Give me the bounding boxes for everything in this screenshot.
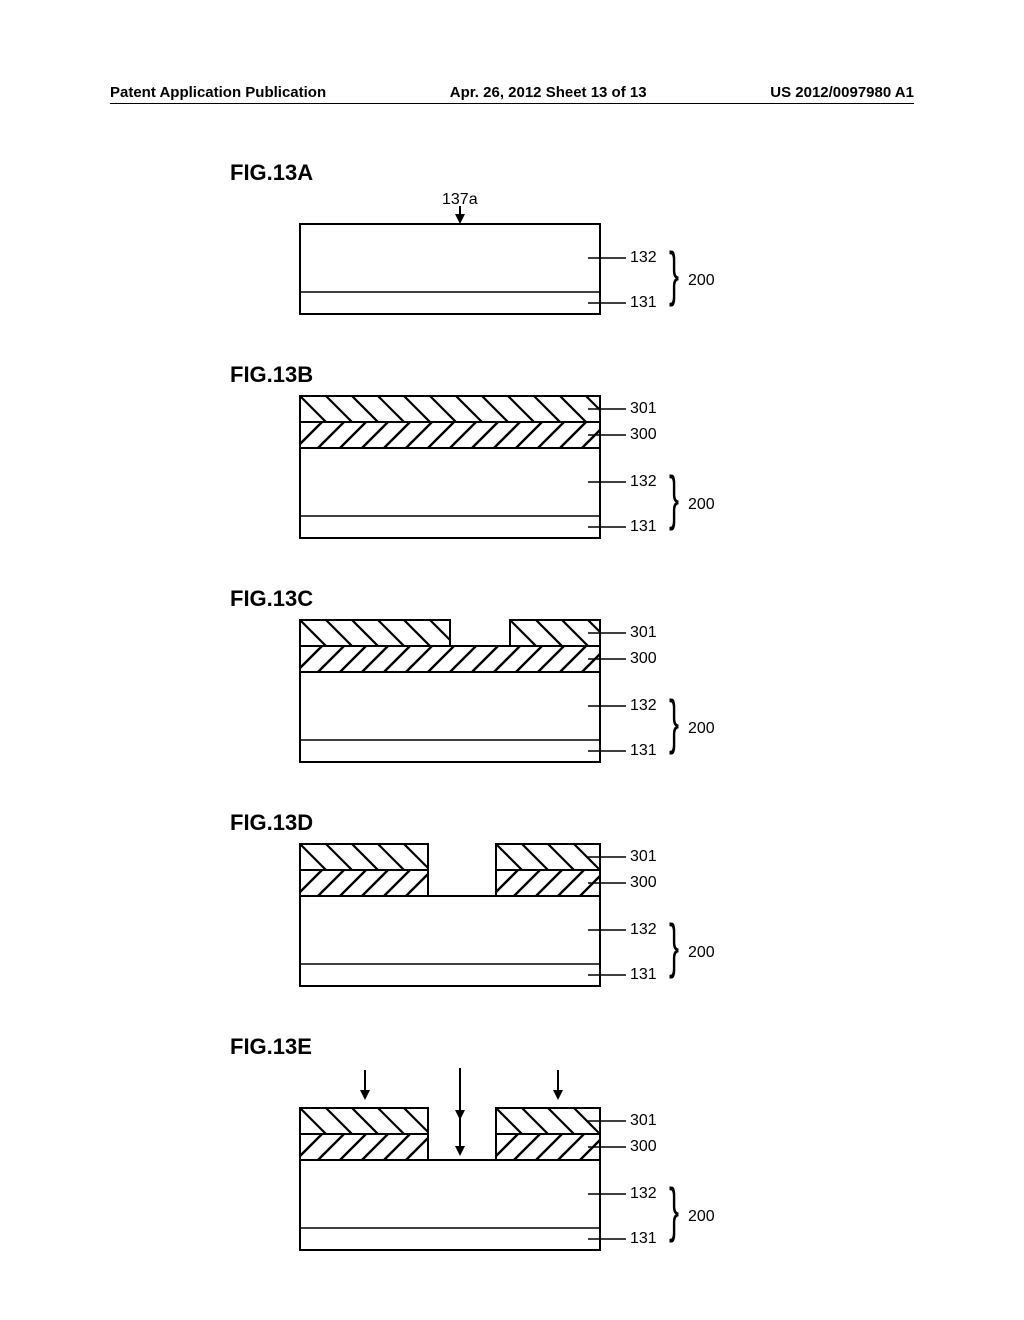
anno-l300: 300: [630, 874, 657, 892]
brace-icon: }: [669, 244, 679, 304]
anno-l131: 131: [630, 742, 657, 760]
anno-l301: 301: [630, 1112, 657, 1130]
figures-container: FIG.13A137a 132131}200FIG.13B 3013001321…: [230, 160, 790, 1298]
anno-l301: 301: [630, 848, 657, 866]
header-left: Patent Application Publication: [110, 84, 326, 101]
anno-l132: 132: [630, 1185, 657, 1203]
svg-text:137a: 137a: [442, 192, 478, 208]
anno-l131: 131: [630, 966, 657, 984]
diagram: 301300132131}200: [290, 1066, 610, 1254]
header-center: Apr. 26, 2012 Sheet 13 of 13: [450, 84, 647, 101]
fig13b: FIG.13B 301300132131}200: [230, 362, 790, 542]
anno-l200: 200: [688, 1208, 715, 1226]
anno-l300: 300: [630, 426, 657, 444]
fig13a: FIG.13A137a 132131}200: [230, 160, 790, 318]
figure-label: FIG.13B: [230, 362, 790, 388]
anno-l131: 131: [630, 1230, 657, 1248]
figure-label: FIG.13D: [230, 810, 790, 836]
figure-label: FIG.13E: [230, 1034, 790, 1060]
brace-icon: }: [669, 692, 679, 752]
anno-l301: 301: [630, 400, 657, 418]
anno-l200: 200: [688, 944, 715, 962]
fig13e: FIG.13E 301300132131}200: [230, 1034, 790, 1254]
diagram: 137a 132131}200: [290, 192, 610, 318]
diagram: 301300132131}200: [290, 842, 610, 990]
brace-icon: }: [669, 1180, 679, 1240]
anno-l131: 131: [630, 518, 657, 536]
anno-l200: 200: [688, 496, 715, 514]
anno-l300: 300: [630, 1138, 657, 1156]
header-right: US 2012/0097980 A1: [770, 84, 914, 101]
anno-l132: 132: [630, 697, 657, 715]
anno-l132: 132: [630, 473, 657, 491]
figure-label: FIG.13C: [230, 586, 790, 612]
anno-l200: 200: [688, 720, 715, 738]
fig13c: FIG.13C 301300132131}200: [230, 586, 790, 766]
anno-l300: 300: [630, 650, 657, 668]
anno-l132: 132: [630, 249, 657, 267]
page-header: Patent Application Publication Apr. 26, …: [110, 84, 914, 104]
diagram: 301300132131}200: [290, 394, 610, 542]
diagram: 301300132131}200: [290, 618, 610, 766]
anno-l200: 200: [688, 272, 715, 290]
brace-icon: }: [669, 468, 679, 528]
anno-l132: 132: [630, 921, 657, 939]
fig13d: FIG.13D 301300132131}200: [230, 810, 790, 990]
anno-l131: 131: [630, 294, 657, 312]
brace-icon: }: [669, 916, 679, 976]
anno-l301: 301: [630, 624, 657, 642]
figure-label: FIG.13A: [230, 160, 790, 186]
